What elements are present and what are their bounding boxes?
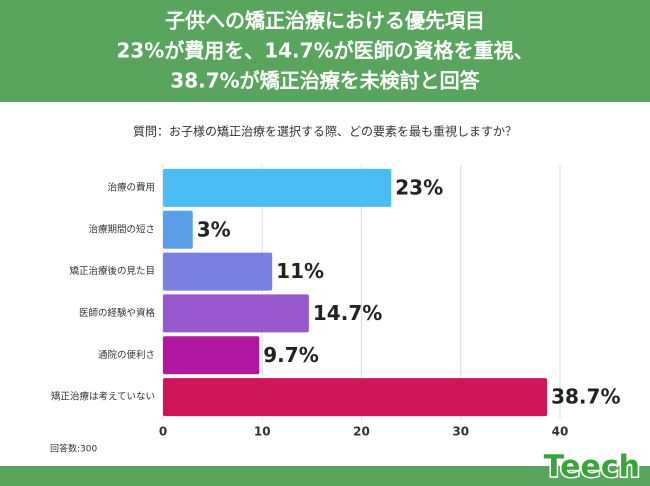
y-tick-label: 矯正治療後の見た目 — [69, 265, 155, 277]
footer-band — [0, 466, 650, 486]
value-label: 23% — [395, 175, 443, 199]
bar — [163, 336, 260, 375]
subtitle: 質問：お子様の矯正治療を選択する際、どの要素を最も重視しますか？ — [133, 124, 517, 139]
bar — [163, 210, 193, 249]
value-label: 38.7% — [551, 385, 620, 409]
logo: Teech — [544, 450, 640, 485]
y-tick-label: 医師の経験や資格 — [79, 307, 156, 319]
x-tick-label: 40 — [552, 425, 569, 439]
header-band — [0, 0, 650, 102]
chart-title: 38.7%が矯正治療を未検討と回答 — [170, 69, 480, 93]
bar — [163, 294, 309, 333]
value-label: 3% — [197, 217, 231, 241]
y-tick-label: 治療期間の短さ — [88, 223, 155, 235]
chart-title: 23%が費用を、14.7%が医師の資格を重視、 — [116, 39, 533, 63]
bar — [163, 252, 273, 291]
value-label: 11% — [276, 259, 324, 283]
y-tick-label: 矯正治療は考えていない — [51, 391, 155, 403]
y-tick-label: 治療の費用 — [107, 181, 155, 193]
note: 回答数:300 — [50, 443, 97, 455]
value-label: 14.7% — [313, 301, 382, 325]
bar — [163, 378, 548, 417]
y-tick-label: 通院の便利さ — [98, 349, 155, 361]
chart-title: 子供への矯正治療における優先項目 — [165, 9, 485, 33]
x-tick-label: 20 — [353, 425, 370, 439]
x-tick-label: 0 — [159, 425, 167, 439]
bar — [163, 168, 392, 207]
x-tick-label: 10 — [254, 425, 271, 439]
value-label: 9.7% — [263, 343, 318, 367]
x-tick-label: 30 — [452, 425, 469, 439]
